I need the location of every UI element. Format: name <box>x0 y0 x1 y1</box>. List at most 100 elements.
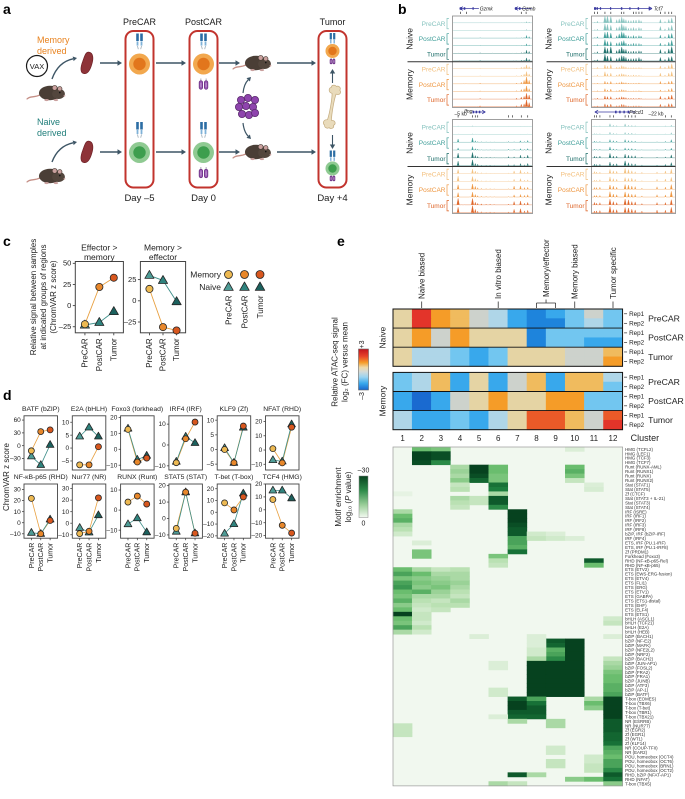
svg-text:bZIP, IRF (bZIP-IRF): bZIP, IRF (bZIP-IRF) <box>625 532 666 537</box>
svg-text:10: 10 <box>14 509 22 516</box>
svg-text:–22 kb: –22 kb <box>649 112 664 118</box>
svg-text:10: 10 <box>62 419 70 426</box>
svg-text:10: 10 <box>110 430 118 437</box>
svg-text:Tumor: Tumor <box>320 17 346 27</box>
svg-text:20: 20 <box>62 497 70 504</box>
svg-text:IRF4 (IRF): IRF4 (IRF) <box>170 406 202 413</box>
svg-text:Tumor: Tumor <box>96 542 103 563</box>
svg-text:NF-κB-p65 (RHD): NF-κB-p65 (RHD) <box>14 474 68 481</box>
svg-text:Naive: Naive <box>544 28 554 50</box>
svg-text:Tumor: Tumor <box>648 415 673 425</box>
svg-text:PreCAR: PreCAR <box>174 543 181 569</box>
svg-text:Rep2: Rep2 <box>629 340 645 347</box>
svg-text:PostCAR: PostCAR <box>648 333 684 343</box>
svg-text:PostCAR: PostCAR <box>38 543 45 572</box>
svg-text:Ifng: Ifng <box>464 109 473 115</box>
svg-text:Effector >: Effector > <box>81 243 117 253</box>
svg-text:20: 20 <box>255 481 263 488</box>
svg-text:–10: –10 <box>251 520 262 527</box>
svg-text:1: 1 <box>400 434 405 443</box>
svg-text:(ChromVAR z score): (ChromVAR z score) <box>49 260 58 334</box>
svg-text:bHLH (ASCL1): bHLH (ASCL1) <box>625 616 655 621</box>
svg-text:20: 20 <box>207 486 215 493</box>
svg-text:0: 0 <box>17 520 21 527</box>
svg-text:Tumor: Tumor <box>427 156 446 163</box>
svg-text:PreCAR: PreCAR <box>561 172 585 179</box>
svg-text:PostCAR: PostCAR <box>183 543 190 572</box>
svg-text:Rep1: Rep1 <box>629 311 645 318</box>
svg-text:bHLH (TCF21): bHLH (TCF21) <box>625 621 654 626</box>
svg-text:Memory >: Memory > <box>144 243 182 253</box>
svg-text:bZIP (NF-E2): bZIP (NF-E2) <box>625 639 652 644</box>
svg-text:10: 10 <box>62 509 70 516</box>
svg-text:Memory: Memory <box>405 174 415 205</box>
svg-text:0: 0 <box>259 507 263 514</box>
svg-text:POU, homeobox (OCT6): POU, homeobox (OCT6) <box>625 759 674 764</box>
svg-text:Gzmb: Gzmb <box>522 6 536 12</box>
svg-text:Tumor: Tumor <box>241 542 248 563</box>
svg-text:PreCAR: PreCAR <box>648 314 680 324</box>
svg-text:effector: effector <box>149 252 177 262</box>
svg-text:HMG (TCF3): HMG (TCF3) <box>625 456 651 461</box>
svg-text:NR (COUP-TFII): NR (COUP-TFII) <box>625 746 658 751</box>
svg-text:a: a <box>3 1 11 17</box>
svg-text:3: 3 <box>439 434 444 443</box>
svg-text:Cluster: Cluster <box>631 433 660 443</box>
svg-text:Rep1: Rep1 <box>629 374 645 381</box>
svg-text:PreCAR: PreCAR <box>561 67 585 74</box>
svg-text:Runt (RUNX1): Runt (RUNX1) <box>625 469 654 474</box>
svg-text:bHLH (E2A): bHLH (E2A) <box>625 625 649 630</box>
svg-text:PostCAR: PostCAR <box>135 543 142 572</box>
svg-text:PreCAR: PreCAR <box>561 125 585 132</box>
svg-text:–5: –5 <box>62 458 70 465</box>
svg-text:PreCAR: PreCAR <box>422 21 446 28</box>
svg-text:0: 0 <box>65 445 69 452</box>
svg-text:ETS (ETV2): ETS (ETV2) <box>625 567 649 572</box>
svg-text:IRF (IRF2): IRF (IRF2) <box>625 518 646 523</box>
svg-text:T-box (T-bet): T-box (T-bet) <box>625 706 651 711</box>
svg-text:Zf (EGR1): Zf (EGR1) <box>625 732 646 737</box>
svg-text:10: 10 <box>207 417 215 424</box>
svg-text:bZIP (ATF3): bZIP (ATF3) <box>625 683 649 688</box>
svg-text:T-box (TBX6): T-box (TBX6) <box>625 701 652 706</box>
svg-text:30: 30 <box>14 430 22 437</box>
svg-text:–10: –10 <box>58 532 69 539</box>
svg-text:PreCAR: PreCAR <box>648 377 680 387</box>
svg-text:Pdcd1: Pdcd1 <box>629 110 643 116</box>
svg-text:Runt (RUNX-AML): Runt (RUNX-AML) <box>625 465 662 470</box>
svg-text:–5 kb: –5 kb <box>455 112 467 118</box>
svg-text:Memory biased: Memory biased <box>571 244 580 299</box>
svg-text:–10: –10 <box>10 531 21 538</box>
svg-text:–10: –10 <box>155 532 166 539</box>
svg-text:Foxo3 (forkhead): Foxo3 (forkhead) <box>111 406 163 413</box>
svg-text:0: 0 <box>114 507 118 514</box>
svg-text:Tumor: Tumor <box>648 352 673 362</box>
svg-text:–30: –30 <box>10 456 21 463</box>
svg-text:–10: –10 <box>251 461 262 468</box>
svg-text:ETS (ELF4): ETS (ELF4) <box>625 607 649 612</box>
svg-text:d: d <box>3 387 12 403</box>
svg-text:5: 5 <box>477 434 482 443</box>
svg-text:–25: –25 <box>59 322 72 331</box>
svg-text:5: 5 <box>65 432 69 439</box>
svg-text:PostCAR: PostCAR <box>558 187 585 194</box>
svg-text:0: 0 <box>162 442 166 449</box>
svg-text:T-box (EOMES): T-box (EOMES) <box>625 697 657 702</box>
svg-text:PreCAR: PreCAR <box>123 17 157 27</box>
svg-text:Tumor: Tumor <box>427 97 446 104</box>
svg-text:Naive: Naive <box>405 132 415 154</box>
svg-text:BATF (bZIP): BATF (bZIP) <box>22 406 60 413</box>
svg-text:Stat (STAT1): Stat (STAT1) <box>625 483 651 488</box>
svg-text:Stat (STAT3 + IL-21): Stat (STAT3 + IL-21) <box>625 496 666 501</box>
svg-text:Forkhead (Foxo3): Forkhead (Foxo3) <box>625 554 660 559</box>
svg-text:T-box (TBX21): T-box (TBX21) <box>625 714 654 719</box>
svg-text:+3: +3 <box>359 340 366 348</box>
svg-text:–5: –5 <box>207 461 215 468</box>
svg-text:Naive: Naive <box>37 117 60 127</box>
svg-text:bZIP (NRF2): bZIP (NRF2) <box>625 652 650 657</box>
svg-text:ETS (ETS1-distal): ETS (ETS1-distal) <box>625 598 661 603</box>
svg-text:Nur77 (NR): Nur77 (NR) <box>72 474 107 481</box>
svg-text:bZIP (FRA2): bZIP (FRA2) <box>625 670 650 675</box>
svg-text:60: 60 <box>14 417 22 424</box>
svg-text:Memory: Memory <box>544 174 554 205</box>
